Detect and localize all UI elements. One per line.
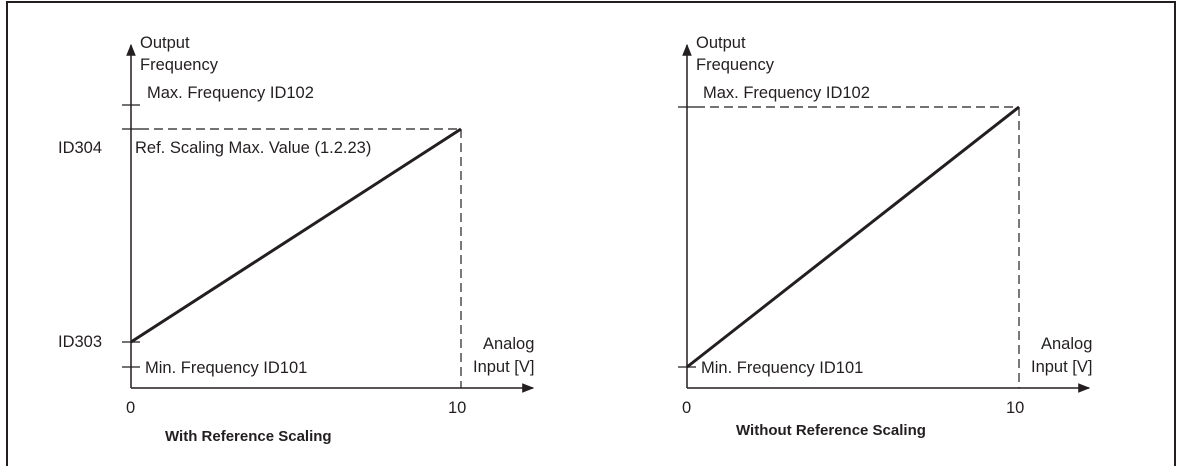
- right-y-label-line1: Output: [696, 34, 746, 52]
- right-min-freq-label: Min. Frequency ID101: [701, 359, 863, 377]
- left-caption: With Reference Scaling: [165, 428, 332, 445]
- left-x-label-line2: Input [V]: [473, 358, 534, 376]
- right-scaling-line: [686, 105, 1020, 369]
- left-ref-scaling-label: Ref. Scaling Max. Value (1.2.23): [135, 139, 371, 157]
- right-chart: Output Frequency Max. Frequency ID102 Mi…: [678, 34, 1092, 439]
- left-id304-label: ID304: [58, 139, 102, 157]
- left-y-label-line2: Frequency: [140, 56, 219, 74]
- left-x-label-line1: Analog: [483, 335, 534, 353]
- left-tick-label-zero: 0: [126, 399, 135, 417]
- left-min-freq-label: Min. Frequency ID101: [145, 359, 307, 377]
- right-max-freq-label: Max. Frequency ID102: [703, 84, 870, 102]
- right-caption: Without Reference Scaling: [736, 422, 926, 439]
- left-max-freq-label: Max. Frequency ID102: [147, 84, 314, 102]
- left-scaling-line: [130, 127, 462, 344]
- right-x-label-line1: Analog: [1041, 335, 1092, 353]
- left-id303-label: ID303: [58, 333, 102, 351]
- left-chart: Output Frequency Max. Frequency ID102 ID…: [58, 34, 534, 445]
- right-y-label-line2: Frequency: [696, 56, 775, 74]
- right-tick-label-zero: 0: [682, 399, 691, 417]
- left-tick-label-ten: 10: [448, 399, 466, 417]
- right-x-label-line2: Input [V]: [1031, 358, 1092, 376]
- left-y-label-line1: Output: [140, 34, 190, 52]
- right-tick-label-ten: 10: [1006, 399, 1024, 417]
